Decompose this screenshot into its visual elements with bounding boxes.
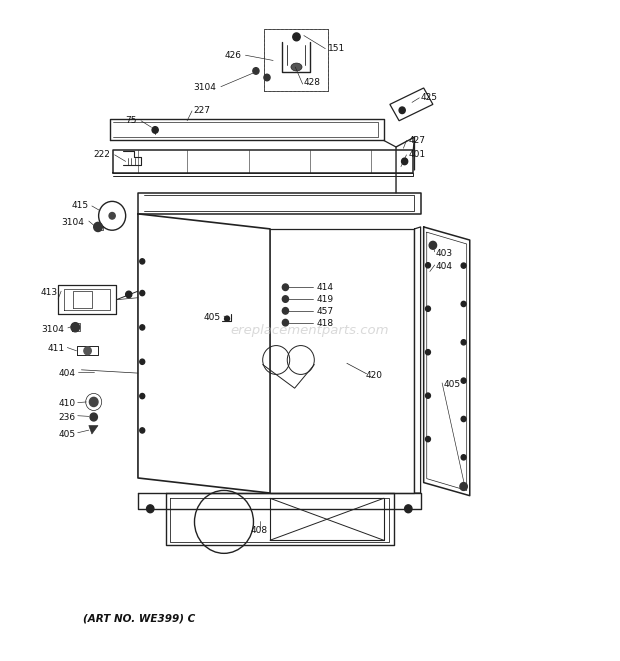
Text: 457: 457 bbox=[316, 307, 334, 316]
Circle shape bbox=[461, 416, 466, 422]
Circle shape bbox=[282, 295, 288, 302]
Circle shape bbox=[402, 158, 408, 165]
Circle shape bbox=[264, 74, 270, 81]
Circle shape bbox=[293, 33, 300, 41]
Text: 411: 411 bbox=[47, 344, 64, 354]
Text: 427: 427 bbox=[409, 136, 425, 145]
Circle shape bbox=[461, 263, 466, 268]
Circle shape bbox=[90, 413, 97, 421]
Circle shape bbox=[282, 284, 288, 291]
Text: 415: 415 bbox=[72, 202, 89, 210]
Text: 405: 405 bbox=[444, 380, 461, 389]
Circle shape bbox=[89, 397, 98, 407]
Circle shape bbox=[94, 222, 102, 231]
Text: 401: 401 bbox=[409, 150, 425, 159]
Circle shape bbox=[282, 307, 288, 314]
Text: ereplacementparts.com: ereplacementparts.com bbox=[231, 324, 389, 337]
Text: 3104: 3104 bbox=[42, 325, 64, 334]
Text: 408: 408 bbox=[251, 526, 268, 535]
Ellipse shape bbox=[291, 63, 302, 71]
Text: 222: 222 bbox=[94, 150, 110, 159]
Text: 425: 425 bbox=[420, 93, 438, 102]
Text: 405: 405 bbox=[58, 430, 75, 438]
Circle shape bbox=[461, 340, 466, 345]
Text: 3104: 3104 bbox=[193, 83, 216, 93]
Circle shape bbox=[140, 290, 144, 295]
Text: 418: 418 bbox=[316, 319, 334, 328]
Circle shape bbox=[405, 505, 412, 513]
Circle shape bbox=[140, 325, 144, 330]
Text: 236: 236 bbox=[58, 412, 75, 422]
Text: 420: 420 bbox=[365, 371, 383, 379]
Text: 403: 403 bbox=[436, 249, 453, 258]
Text: 419: 419 bbox=[316, 295, 334, 304]
Text: 410: 410 bbox=[58, 399, 75, 408]
Circle shape bbox=[461, 378, 466, 383]
Circle shape bbox=[425, 306, 430, 311]
Polygon shape bbox=[89, 426, 98, 434]
Circle shape bbox=[425, 436, 430, 442]
Circle shape bbox=[84, 347, 91, 355]
Text: 413: 413 bbox=[41, 288, 58, 297]
Circle shape bbox=[425, 262, 430, 268]
Circle shape bbox=[152, 127, 158, 134]
Circle shape bbox=[140, 359, 144, 364]
Circle shape bbox=[399, 107, 405, 114]
Circle shape bbox=[146, 505, 154, 513]
Circle shape bbox=[140, 258, 144, 264]
Circle shape bbox=[461, 301, 466, 307]
Text: 414: 414 bbox=[316, 284, 333, 292]
Circle shape bbox=[253, 67, 259, 74]
Circle shape bbox=[460, 483, 467, 490]
Circle shape bbox=[140, 428, 144, 433]
Text: 3104: 3104 bbox=[61, 218, 84, 227]
Text: 405: 405 bbox=[204, 313, 221, 322]
Text: 404: 404 bbox=[436, 262, 453, 271]
Circle shape bbox=[461, 455, 466, 460]
Text: 428: 428 bbox=[304, 78, 321, 87]
Circle shape bbox=[109, 213, 115, 219]
Text: (ART NO. WE399) C: (ART NO. WE399) C bbox=[82, 614, 195, 624]
Circle shape bbox=[425, 350, 430, 355]
Circle shape bbox=[429, 241, 436, 249]
Text: 426: 426 bbox=[224, 51, 241, 59]
Text: 151: 151 bbox=[329, 44, 346, 53]
Text: 75: 75 bbox=[125, 116, 137, 125]
Circle shape bbox=[71, 323, 79, 332]
Circle shape bbox=[282, 319, 288, 326]
Circle shape bbox=[126, 292, 132, 297]
Circle shape bbox=[140, 393, 144, 399]
Text: 227: 227 bbox=[193, 106, 210, 116]
Circle shape bbox=[425, 393, 430, 399]
Circle shape bbox=[224, 316, 229, 321]
Text: 404: 404 bbox=[58, 369, 75, 377]
